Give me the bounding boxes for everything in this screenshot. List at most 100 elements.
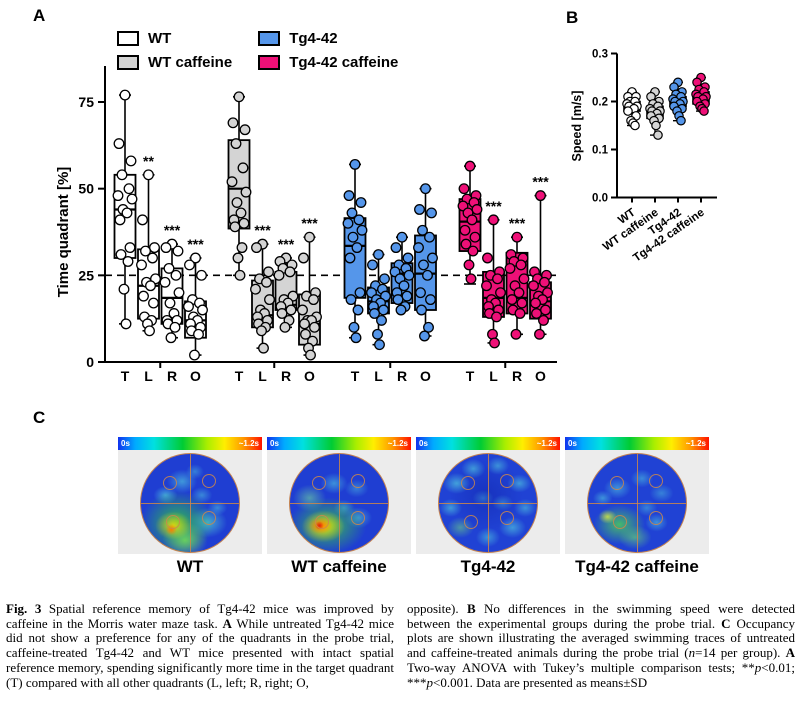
chart-text: 25 <box>78 267 94 283</box>
data-point <box>395 304 407 316</box>
map-label: Tg4-42 <box>460 557 516 576</box>
colorbar: 0s ~1.2s <box>416 437 560 450</box>
speed-box-tg4-42-caffeine <box>691 72 711 116</box>
chart-text: 75 <box>78 94 94 110</box>
data-point <box>256 325 267 337</box>
data-point <box>160 242 172 254</box>
platform-position-circle <box>350 473 365 488</box>
data-point <box>119 89 131 101</box>
data-point <box>516 297 528 309</box>
chart-text: O <box>304 368 315 384</box>
data-point <box>279 321 291 333</box>
data-point <box>376 314 387 326</box>
chart-text: T <box>235 368 244 384</box>
data-point <box>418 259 429 271</box>
data-point <box>367 259 378 271</box>
data-point <box>238 217 250 229</box>
legend-label: WT caffeine <box>148 54 233 71</box>
data-point <box>230 138 242 150</box>
platform-position-circle <box>166 514 181 529</box>
platform-position-circle <box>201 510 216 525</box>
data-point <box>165 332 177 344</box>
data-point <box>299 318 310 330</box>
data-point <box>539 276 550 288</box>
platform-position-circle <box>162 475 177 490</box>
data-point <box>372 328 383 340</box>
legend-swatch <box>117 31 139 46</box>
platform-position-circle <box>460 475 475 490</box>
data-point <box>530 297 541 309</box>
data-point <box>403 269 415 281</box>
data-point <box>137 214 148 226</box>
map-label: WT caffeine <box>291 557 387 576</box>
data-point <box>125 155 137 167</box>
occupancy-map-labels: WT WT caffeine Tg4-42 Tg4-42 caffeine <box>118 557 709 577</box>
data-point <box>193 328 204 340</box>
chart-text: 0 <box>86 354 94 370</box>
caption-segment: C <box>721 615 731 631</box>
data-point <box>471 204 483 215</box>
box-group-tg4-42 <box>342 158 438 351</box>
caption-segment: n <box>688 645 696 661</box>
colorbar-min-label: 0s <box>419 439 428 448</box>
data-point <box>184 259 195 271</box>
map-label: Tg4-42 caffeine <box>575 557 699 576</box>
occupancy-map-tg: 0s ~1.2s <box>416 437 560 554</box>
data-point <box>651 120 661 131</box>
chart-text: L <box>489 368 498 384</box>
data-point <box>169 321 181 333</box>
data-point <box>653 130 663 140</box>
occupancy-maps: 0s ~1.2s 0s ~1.2s 0s ~1.2s 0s ~1.2s <box>118 437 709 554</box>
data-point <box>305 349 316 361</box>
data-point <box>420 183 431 195</box>
caption-segment: Fig. 3 <box>6 601 42 616</box>
chart-text: R <box>167 368 177 384</box>
data-point <box>396 231 408 243</box>
data-point <box>481 280 492 292</box>
caption-segment: <0.01; *** <box>407 659 795 690</box>
data-point <box>183 301 194 312</box>
data-point <box>159 276 171 288</box>
data-point <box>264 294 275 306</box>
data-point <box>676 115 686 126</box>
quadrant-divider-horizontal <box>290 503 388 504</box>
data-point <box>352 304 364 316</box>
data-point <box>378 304 389 316</box>
data-point <box>285 304 297 316</box>
data-point <box>491 311 502 323</box>
chart-text: *** <box>301 215 318 231</box>
data-point <box>390 242 402 254</box>
data-point <box>426 207 437 219</box>
data-point <box>112 190 124 202</box>
data-point <box>346 207 358 219</box>
data-point <box>514 308 526 319</box>
data-point <box>308 294 319 306</box>
data-point <box>172 245 184 257</box>
data-point <box>422 269 433 281</box>
data-point <box>251 242 262 254</box>
caption-segment: Two-way ANOVA with Tukey’s multiple comp… <box>407 659 755 675</box>
data-point <box>427 252 438 264</box>
data-point <box>196 269 207 281</box>
data-point <box>124 242 136 254</box>
data-point <box>239 124 251 136</box>
data-point <box>145 280 156 292</box>
legend-label: Tg4-42 <box>289 30 338 47</box>
data-point <box>513 287 525 299</box>
data-point <box>123 183 135 195</box>
speed-box-wt <box>622 87 642 131</box>
data-point <box>226 176 238 188</box>
data-point <box>414 204 425 215</box>
platform-position-circle <box>315 514 330 529</box>
data-point <box>459 224 471 236</box>
data-point <box>164 297 176 309</box>
data-point <box>144 325 155 337</box>
platform-position-circle <box>499 510 514 525</box>
caption-segment: While untreated Tg4-42 mice did not show… <box>6 615 394 690</box>
colorbar-max-label: ~1.2s <box>238 439 259 448</box>
box-group-wt: ******** <box>112 89 208 361</box>
chart-text: R <box>512 368 522 384</box>
data-point <box>373 249 384 260</box>
panel-c-label: C <box>33 408 46 427</box>
legend-swatch <box>258 31 281 46</box>
